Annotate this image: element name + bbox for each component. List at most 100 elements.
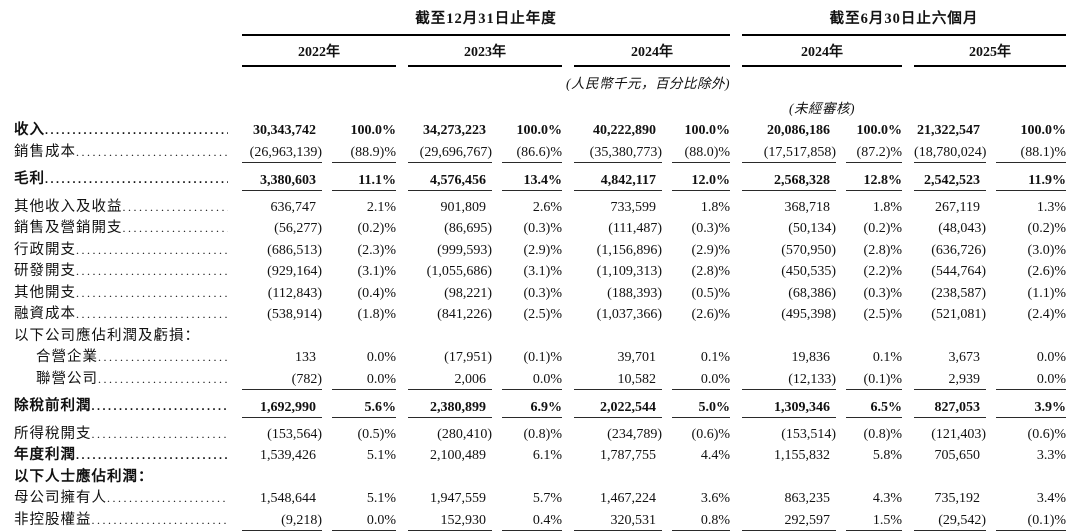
- pct-cell: 12.8%: [836, 163, 902, 191]
- pct-cell: 4.3%: [836, 488, 902, 510]
- row-label-cell: 收入: [0, 120, 230, 142]
- pct-cell: (0.5)%: [322, 418, 396, 446]
- pct-cell: (0.6)%: [986, 418, 1080, 446]
- row-label-cell: 毛利: [0, 163, 230, 191]
- row-label-cell: 非控股權益: [0, 510, 230, 531]
- value-cell: (112,843): [230, 283, 322, 305]
- row-selling-marketing-expenses: 銷售及營銷開支(56,277)(0.2)%(86,695)(0.3)%(111,…: [0, 218, 1080, 240]
- value-cell: 4,842,117: [562, 163, 662, 191]
- dot-leader: [123, 221, 229, 236]
- pct-cell: (0.1)%: [492, 347, 562, 369]
- row-label-cell: 以下人士應佔利潤：: [0, 467, 230, 489]
- pct-cell: 3.9%: [986, 390, 1080, 418]
- pct-cell: 2.1%: [322, 191, 396, 219]
- value-cell: (17,951): [396, 347, 492, 369]
- value-cell: (153,564): [230, 418, 322, 446]
- pct-cell: 1.8%: [662, 191, 730, 219]
- value-cell: 1,947,559: [396, 488, 492, 510]
- value-cell: (9,218): [230, 510, 322, 531]
- dot-leader: [98, 350, 228, 365]
- value-cell: (188,393): [562, 283, 662, 305]
- pct-cell: (0.3)%: [492, 218, 562, 240]
- value-cell: 368,718: [730, 191, 836, 219]
- currency-note: (人民幣千元，百分比除外): [562, 67, 730, 92]
- row-revenue: 收入30,343,742100.0%34,273,223100.0%40,222…: [0, 120, 1080, 142]
- row-label: 聯營公司: [36, 372, 98, 387]
- currency-note-cell: (人民幣千元，百分比除外): [562, 67, 730, 92]
- value-cell: 267,119: [902, 191, 986, 219]
- value-cell: 863,235: [730, 488, 836, 510]
- pct-cell: (88.0)%: [662, 142, 730, 164]
- value-cell: 2,939: [902, 369, 986, 391]
- year-label: 2023年: [408, 36, 562, 67]
- pct-cell: (0.3)%: [836, 283, 902, 305]
- pct-cell: 5.7%: [492, 488, 562, 510]
- value-cell: (1,037,366): [562, 304, 662, 326]
- row-label: 其他開支: [14, 286, 76, 301]
- pct-cell: 5.1%: [322, 488, 396, 510]
- pct-cell: (0.2)%: [986, 218, 1080, 240]
- pct-cell: 11.9%: [986, 163, 1080, 191]
- empty-cell: [230, 467, 1080, 489]
- pct-cell: (2.6)%: [662, 304, 730, 326]
- pct-cell: 100.0%: [322, 120, 396, 142]
- row-label: 所得稅開支: [14, 427, 92, 442]
- header-spacer: [0, 67, 562, 92]
- value-cell: 901,809: [396, 191, 492, 219]
- period-title-row: 截至12月31日止年度 截至6月30日止六個月: [0, 0, 1080, 36]
- value-cell: 39,701: [562, 347, 662, 369]
- pct-cell: 5.1%: [322, 445, 396, 467]
- pct-cell: 12.0%: [662, 163, 730, 191]
- row-other-income: 其他收入及收益636,7472.1%901,8092.6%733,5991.8%…: [0, 191, 1080, 219]
- row-label: 以下人士應佔利潤：: [14, 470, 154, 485]
- value-cell: 735,192: [902, 488, 986, 510]
- dot-leader: [76, 286, 228, 301]
- pct-cell: 6.1%: [492, 445, 562, 467]
- dot-leader: [92, 427, 229, 442]
- value-cell: 133: [230, 347, 322, 369]
- dot-leader: [98, 372, 228, 387]
- dot-leader: [123, 200, 229, 215]
- row-attributable-header: 以下人士應佔利潤：: [0, 467, 1080, 489]
- value-cell: (234,789): [562, 418, 662, 446]
- pct-cell: 100.0%: [836, 120, 902, 142]
- pct-cell: (2.2)%: [836, 261, 902, 283]
- row-profit-before-tax: 除稅前利潤1,692,9905.6%2,380,8996.9%2,022,544…: [0, 390, 1080, 418]
- value-cell: (35,380,773): [562, 142, 662, 164]
- row-label-cell: 合營企業: [0, 347, 230, 369]
- value-cell: (26,963,139): [230, 142, 322, 164]
- year-header-2022: 2022年: [230, 36, 396, 67]
- table-body: 收入30,343,742100.0%34,273,223100.0%40,222…: [0, 120, 1080, 531]
- pct-cell: 0.0%: [662, 369, 730, 391]
- value-cell: (48,043): [902, 218, 986, 240]
- value-cell: (18,780,024): [902, 142, 986, 164]
- row-label: 年度利潤: [14, 448, 76, 463]
- value-cell: 40,222,890: [562, 120, 662, 142]
- pct-cell: (0.3)%: [492, 283, 562, 305]
- dot-leader: [92, 399, 229, 414]
- value-cell: (686,513): [230, 240, 322, 262]
- pct-cell: (2.8)%: [662, 261, 730, 283]
- value-cell: 3,380,603: [230, 163, 322, 191]
- pct-cell: 6.9%: [492, 390, 562, 418]
- value-cell: 1,309,346: [730, 390, 836, 418]
- value-cell: 1,692,990: [230, 390, 322, 418]
- year-label: 2024年: [574, 36, 730, 67]
- row-profit-for-year: 年度利潤1,539,4265.1%2,100,4896.1%1,787,7554…: [0, 445, 1080, 467]
- pct-cell: 3.3%: [986, 445, 1080, 467]
- value-cell: (17,517,858): [730, 142, 836, 164]
- header-spacer: [902, 92, 1080, 120]
- value-cell: 2,568,328: [730, 163, 836, 191]
- row-label-cell: 其他開支: [0, 283, 230, 305]
- row-label-cell: 研發開支: [0, 261, 230, 283]
- pct-cell: (0.5)%: [662, 283, 730, 305]
- year-header-2024-interim: 2024年: [730, 36, 902, 67]
- unaudited-note: (未經審核): [742, 92, 902, 120]
- row-label: 其他收入及收益: [14, 200, 123, 215]
- pct-cell: 0.0%: [986, 347, 1080, 369]
- row-label: 銷售成本: [14, 145, 76, 160]
- period-title-annual: 截至12月31日止年度: [242, 0, 730, 36]
- value-cell: (98,221): [396, 283, 492, 305]
- row-label-cell: 所得稅開支: [0, 418, 230, 446]
